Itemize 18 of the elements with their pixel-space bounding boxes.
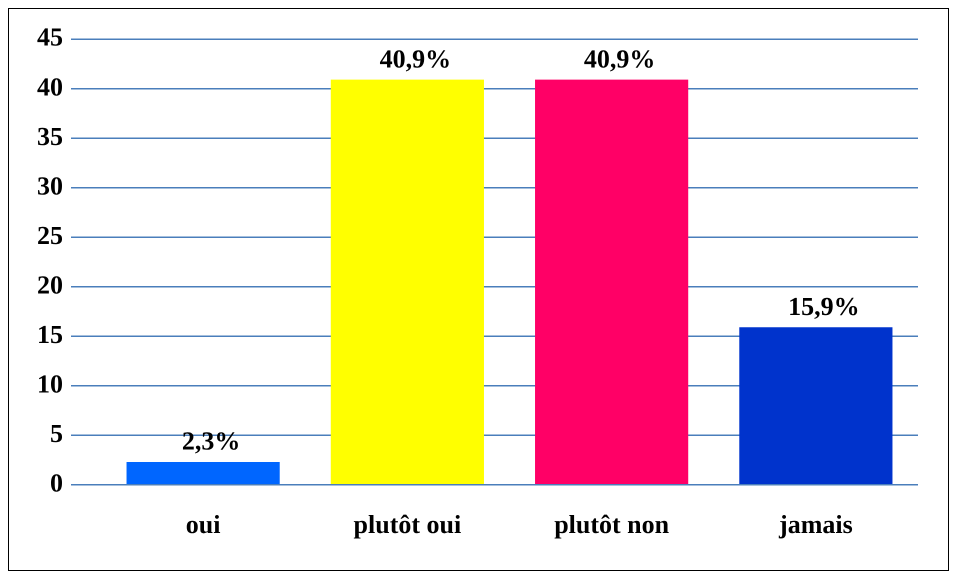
y-tick-label: 20 — [37, 270, 63, 300]
x-tick-label: jamais — [778, 510, 853, 540]
y-tick-label: 15 — [37, 320, 63, 349]
y-tick-label: 0 — [50, 468, 63, 498]
y-tick-label: 5 — [50, 418, 63, 448]
data-label: 15,9% — [788, 292, 860, 322]
data-label: 2,3% — [182, 426, 240, 456]
y-tick-label: 40 — [37, 72, 63, 102]
x-tick-label: plutôt oui — [354, 510, 462, 540]
x-tick-label: oui — [186, 510, 220, 540]
y-tick-label: 45 — [37, 22, 63, 52]
x-tick-label: plutôt non — [554, 510, 670, 540]
y-tick-label: 35 — [37, 122, 63, 151]
data-label: 40,9% — [584, 44, 656, 74]
y-tick-label: 30 — [37, 171, 63, 200]
data-label: 40,9% — [380, 44, 452, 74]
y-tick-label: 25 — [37, 220, 63, 250]
y-tick-label: 10 — [37, 369, 63, 398]
